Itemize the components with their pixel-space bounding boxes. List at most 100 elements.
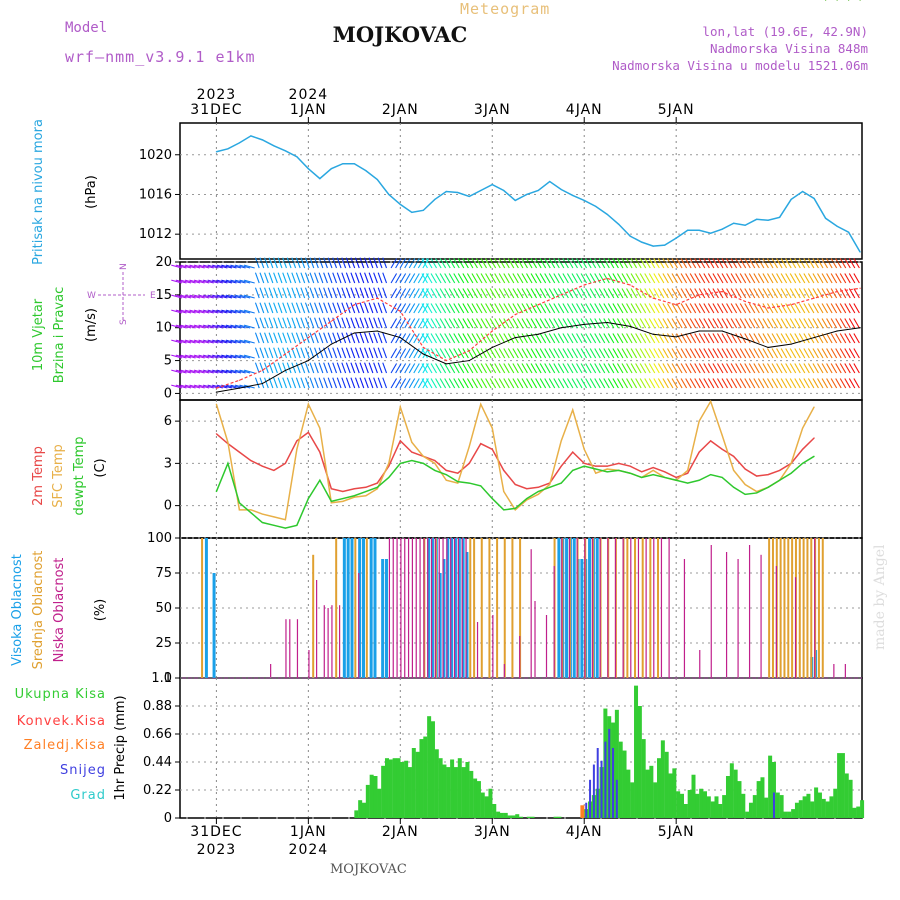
wind-barb xyxy=(689,318,697,329)
wind-barb xyxy=(830,318,838,329)
wind-barb xyxy=(439,273,447,284)
t2m-point xyxy=(388,465,390,467)
wind-barb xyxy=(171,354,183,359)
wind-barb xyxy=(535,273,542,284)
wind-barb xyxy=(216,279,228,284)
wind-barb xyxy=(364,272,369,284)
wind-barb xyxy=(535,303,542,314)
wind-barb xyxy=(198,324,210,329)
wind-barb xyxy=(457,303,465,314)
dewpt-point xyxy=(250,512,252,514)
cloud-high-bar xyxy=(381,559,385,678)
elevation-label: Nadmorska Visina 848m xyxy=(709,41,868,56)
wind-barb xyxy=(585,303,592,314)
wind-barb xyxy=(368,287,374,299)
wind-barb xyxy=(635,378,642,389)
wind-barb xyxy=(239,354,251,359)
wind-barb xyxy=(234,339,246,344)
wind-barb xyxy=(748,378,756,389)
wind-barb xyxy=(689,288,697,299)
wind-barb xyxy=(635,258,642,269)
wind-barb xyxy=(309,257,315,269)
wind-gust-point xyxy=(307,336,309,339)
wind-barb xyxy=(571,273,578,284)
wind-barb xyxy=(300,332,306,344)
wind-barb xyxy=(230,354,242,359)
wind-barb xyxy=(507,273,515,284)
wind-barb xyxy=(259,362,265,374)
wind-barb xyxy=(767,273,774,284)
wind-barb xyxy=(598,348,606,359)
wind-barb xyxy=(839,258,847,269)
wind-barb xyxy=(726,363,733,374)
pressure-point xyxy=(847,231,850,233)
wind-barb xyxy=(671,363,678,374)
wind-barb xyxy=(368,257,374,269)
wind-barb xyxy=(345,377,351,389)
wind-barb xyxy=(259,377,265,389)
wind-barb xyxy=(304,302,310,314)
wind-barb xyxy=(539,363,547,374)
pressure-point xyxy=(480,189,482,192)
cloud-low-bar xyxy=(392,538,394,678)
wind-barb xyxy=(359,362,365,374)
wind-barb xyxy=(480,363,488,374)
wind-barb xyxy=(471,333,478,344)
wind-barb xyxy=(341,272,347,284)
wind-barb xyxy=(421,363,428,374)
wind-barb xyxy=(282,257,288,269)
cloud-low-bar xyxy=(599,538,601,678)
wind-barb xyxy=(426,333,433,344)
tsfc-point xyxy=(319,427,321,429)
wind-barb xyxy=(726,258,733,269)
bottom-day-label: 4JAN xyxy=(566,824,603,840)
wind-barb xyxy=(662,288,669,299)
wind-barb xyxy=(476,378,483,389)
precip-total-bar xyxy=(507,815,512,818)
wind-barb xyxy=(598,378,606,389)
cloud-high-bar xyxy=(572,538,576,678)
wind-barb xyxy=(767,288,774,299)
wind-gust-point xyxy=(721,290,723,293)
wind-barb xyxy=(489,363,497,374)
wind-barb xyxy=(282,362,288,374)
wind-barb xyxy=(399,303,407,314)
wind-barb xyxy=(530,258,538,269)
wind-barb xyxy=(830,303,838,314)
wind-barb xyxy=(817,333,824,344)
pressure-point xyxy=(687,229,689,231)
wind-barb xyxy=(780,333,788,344)
wind-barb xyxy=(644,333,651,344)
wind-barb xyxy=(439,288,447,299)
wind-barb xyxy=(753,348,760,359)
wind-barb xyxy=(498,378,506,389)
wind-barb xyxy=(676,273,683,284)
wind-barb xyxy=(373,272,378,284)
wind-barb xyxy=(585,318,592,329)
cloud-low-bar xyxy=(270,664,272,678)
wind-barb xyxy=(457,258,465,269)
wind-speed-point xyxy=(629,325,631,327)
cloud-low-bar xyxy=(308,650,310,678)
wind-barb xyxy=(662,363,669,374)
wind-barb xyxy=(207,279,219,284)
wind-barb xyxy=(273,332,278,344)
wind-barb xyxy=(444,273,451,284)
wind-barb xyxy=(350,362,356,374)
cloud-low-bar xyxy=(748,545,751,678)
pressure-point xyxy=(238,142,240,144)
wind-barb xyxy=(853,348,860,359)
wind-barb xyxy=(202,384,214,389)
wind-barb xyxy=(212,384,223,389)
precip-total-bar xyxy=(511,815,516,818)
precip-legend-1: Konvek.Kisa xyxy=(17,714,106,729)
wind-barb xyxy=(413,318,420,329)
wind-barb xyxy=(780,258,788,269)
wind-barb xyxy=(589,288,597,299)
wind-barb xyxy=(607,363,615,374)
precip-total-bar xyxy=(829,796,834,818)
wind-barb xyxy=(207,324,219,329)
wind-barb xyxy=(835,258,842,269)
wind-barb xyxy=(612,318,619,329)
wind-barb xyxy=(594,363,601,374)
